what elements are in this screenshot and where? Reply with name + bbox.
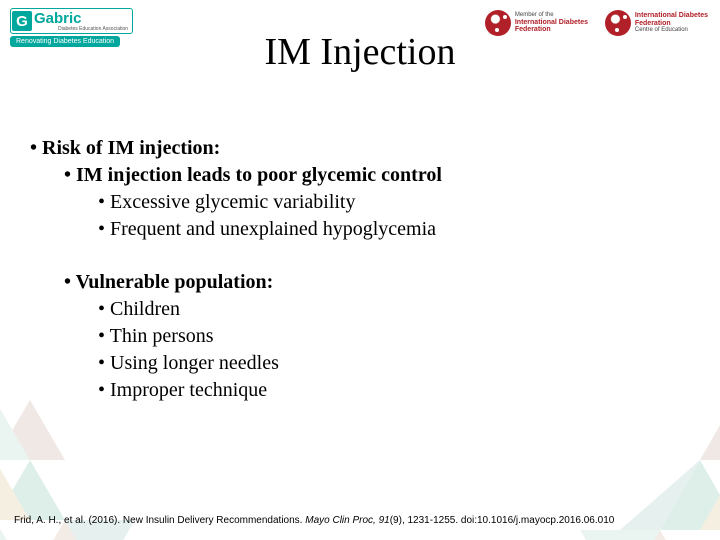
bullet-l3: Vulnerable population:: [64, 269, 690, 296]
bullet-l2b: Frequent and unexplained hypoglycemia: [98, 216, 690, 243]
cite-rest: (9), 1231-1255. doi:10.1016/j.mayocp.201…: [390, 515, 615, 526]
cite-journal: Mayo Clin Proc, 91: [305, 515, 389, 526]
slide-title: IM Injection: [0, 30, 720, 74]
bullet-l2: IM injection leads to poor glycemic cont…: [64, 162, 690, 189]
idf2-line2: Federation: [635, 20, 708, 28]
bullet-l3d: Improper technique: [98, 377, 690, 404]
gabric-g-icon: G: [12, 11, 32, 31]
bullet-l3a: Children: [98, 296, 690, 323]
citation: Frid, A. H., et al. (2016). New Insulin …: [14, 515, 706, 526]
bullet-l3b: Thin persons: [98, 323, 690, 350]
bullet-l3c: Using longer needles: [98, 350, 690, 377]
body: Risk of IM injection: IM injection leads…: [30, 135, 690, 404]
gabric-brand: Gabric: [34, 10, 128, 27]
cite-authors: Frid, A. H., et al. (2016). New Insulin …: [14, 515, 305, 526]
idf1-line1: Member of the: [515, 12, 595, 19]
bullet-l2a: Excessive glycemic variability: [98, 189, 690, 216]
bullet-l1: Risk of IM injection:: [30, 135, 690, 162]
idf2-line1: International Diabetes: [635, 12, 708, 20]
